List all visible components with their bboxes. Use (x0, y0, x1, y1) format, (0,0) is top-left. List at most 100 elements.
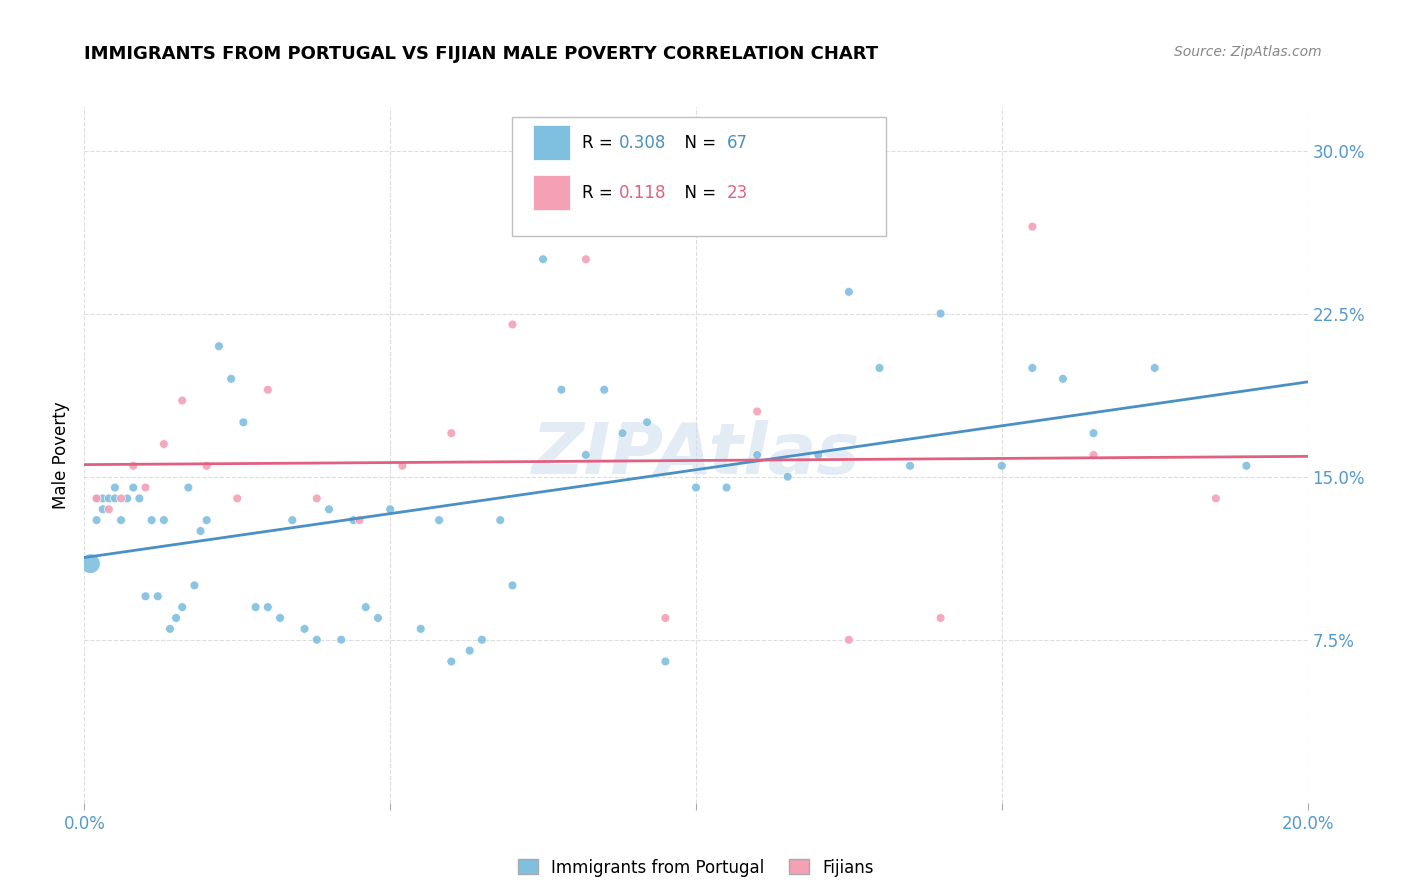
Point (531, 252, 554, 267)
Point (115, 491, 138, 506)
Point (122, 458, 145, 473)
Text: R =: R = (582, 184, 623, 202)
Point (1021, 360, 1043, 375)
Text: IMMIGRANTS FROM PORTUGAL VS FIJIAN MALE POVERTY CORRELATION CHART: IMMIGRANTS FROM PORTUGAL VS FIJIAN MALE … (84, 45, 879, 62)
Point (489, 513, 512, 527)
Point (91, 491, 114, 506)
Point (104, 481, 127, 495)
Point (991, 458, 1014, 473)
Point (153, 513, 176, 527)
Point (409, 622, 432, 636)
Point (305, 632, 328, 647)
Point (575, 252, 598, 267)
Point (122, 481, 145, 495)
Point (1083, 448, 1105, 462)
FancyBboxPatch shape (533, 125, 569, 160)
Point (458, 643, 481, 657)
Point (219, 372, 242, 386)
Text: N =: N = (673, 134, 721, 152)
Text: 23: 23 (727, 184, 748, 202)
Point (135, 589, 157, 603)
Text: 67: 67 (727, 134, 748, 152)
Point (502, 318, 524, 332)
Point (97, 491, 120, 506)
Point (929, 307, 952, 321)
Point (153, 437, 176, 451)
Point (838, 285, 860, 299)
Point (807, 448, 830, 462)
Point (208, 339, 231, 353)
Point (172, 393, 194, 408)
Text: Source: ZipAtlas.com: Source: ZipAtlas.com (1174, 45, 1322, 59)
Point (471, 632, 494, 647)
Point (354, 600, 377, 615)
Point (257, 600, 280, 615)
Point (575, 448, 598, 462)
Point (1143, 360, 1166, 375)
Point (86, 513, 108, 527)
Point (550, 383, 572, 397)
Point (195, 513, 218, 527)
Point (427, 513, 450, 527)
Point (367, 611, 389, 625)
Point (1021, 219, 1043, 234)
Point (294, 622, 316, 636)
Point (128, 491, 150, 506)
Point (257, 383, 280, 397)
Point (177, 481, 200, 495)
Point (747, 448, 769, 462)
Point (281, 513, 304, 527)
Point (636, 415, 658, 429)
Point (654, 655, 676, 669)
Point (1052, 372, 1074, 386)
Point (305, 491, 328, 506)
Point (869, 360, 891, 375)
Point (380, 502, 402, 516)
Point (159, 622, 181, 636)
Point (685, 481, 707, 495)
Point (226, 491, 249, 506)
Point (183, 578, 205, 592)
Point (104, 491, 127, 506)
Text: R =: R = (582, 134, 619, 152)
Point (86, 491, 108, 506)
Point (195, 458, 218, 473)
Point (716, 481, 738, 495)
Point (502, 578, 524, 592)
Point (330, 632, 353, 647)
Point (91, 502, 114, 516)
Point (269, 611, 291, 625)
Point (612, 426, 634, 441)
Point (747, 404, 769, 418)
Point (232, 415, 254, 429)
Point (929, 611, 952, 625)
Point (245, 600, 267, 615)
Point (654, 611, 676, 625)
Point (318, 502, 340, 516)
Point (593, 383, 616, 397)
Point (898, 458, 921, 473)
Point (342, 513, 364, 527)
Point (1083, 426, 1105, 441)
Point (110, 513, 132, 527)
Point (110, 491, 132, 506)
Point (141, 513, 163, 527)
Point (86, 491, 108, 506)
Point (776, 469, 799, 483)
Point (135, 481, 157, 495)
Point (838, 632, 860, 647)
Point (97, 502, 120, 516)
Point (146, 589, 169, 603)
Point (349, 513, 371, 527)
Text: N =: N = (673, 184, 721, 202)
Point (391, 458, 413, 473)
FancyBboxPatch shape (513, 118, 886, 235)
Y-axis label: Male Poverty: Male Poverty (52, 401, 70, 508)
Point (440, 655, 463, 669)
Point (190, 524, 212, 538)
Legend: Immigrants from Portugal, Fijians: Immigrants from Portugal, Fijians (509, 850, 883, 885)
Point (172, 600, 194, 615)
FancyBboxPatch shape (533, 175, 569, 210)
Point (1205, 491, 1227, 506)
Point (440, 426, 463, 441)
